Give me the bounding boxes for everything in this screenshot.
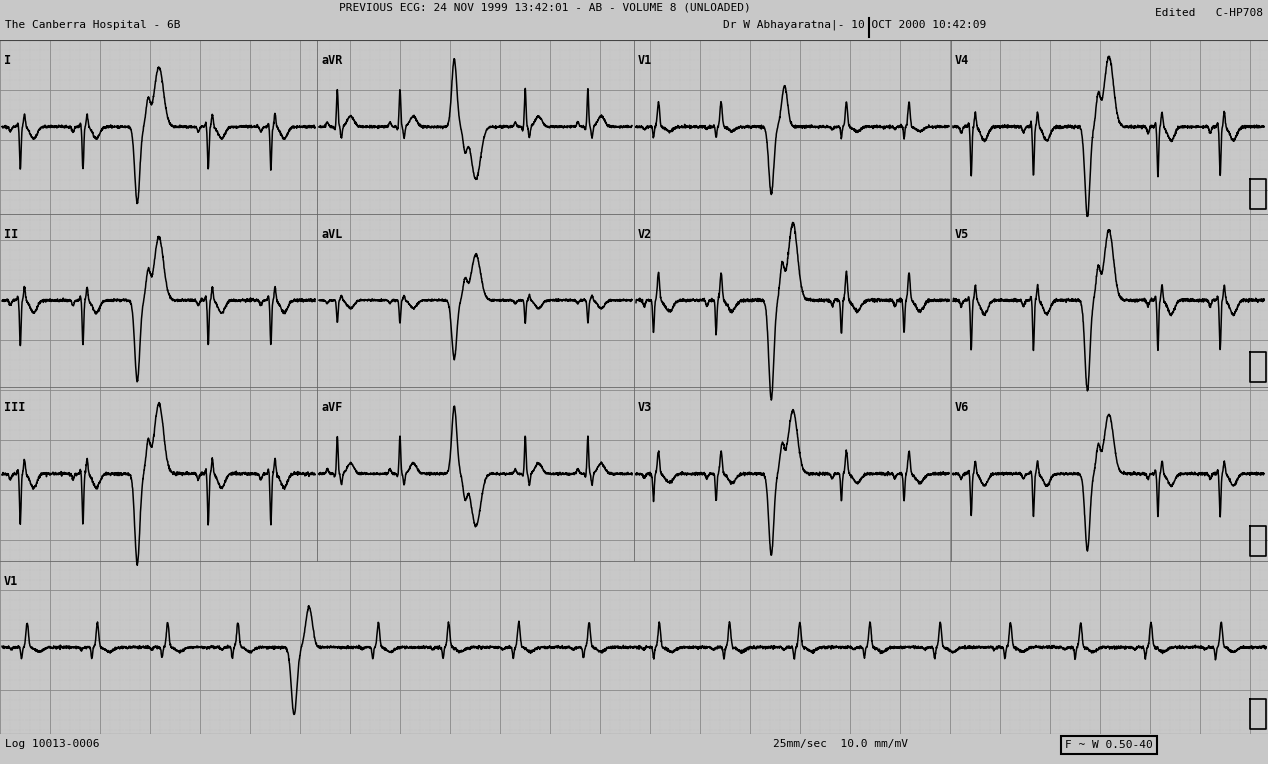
Text: I: I — [4, 54, 11, 67]
Text: III: III — [4, 401, 25, 414]
Text: The Canberra Hospital - 6B: The Canberra Hospital - 6B — [5, 20, 180, 30]
Text: 25mm/sec  10.0 mm/mV: 25mm/sec 10.0 mm/mV — [773, 739, 908, 749]
Text: aVL: aVL — [321, 228, 342, 241]
FancyBboxPatch shape — [0, 0, 1268, 40]
Text: Edited   C-HP708: Edited C-HP708 — [1155, 8, 1263, 18]
Text: PREVIOUS ECG: 24 NOV 1999 13:42:01 - AB - VOLUME 8 (UNLOADED): PREVIOUS ECG: 24 NOV 1999 13:42:01 - AB … — [340, 3, 751, 13]
Text: II: II — [4, 228, 18, 241]
Text: V3: V3 — [638, 401, 652, 414]
Text: aVF: aVF — [321, 401, 342, 414]
Text: Dr W Abhayaratna|- 10 OCT 2000 10:42:09: Dr W Abhayaratna|- 10 OCT 2000 10:42:09 — [723, 20, 987, 31]
FancyBboxPatch shape — [0, 734, 1268, 764]
Text: F ~ W 0.50-40: F ~ W 0.50-40 — [1065, 740, 1153, 750]
Text: V6: V6 — [955, 401, 969, 414]
Text: V5: V5 — [955, 228, 969, 241]
Text: V1: V1 — [638, 54, 652, 67]
Text: aVR: aVR — [321, 54, 342, 67]
Text: V4: V4 — [955, 54, 969, 67]
Text: V1: V1 — [4, 575, 18, 588]
Text: Log 10013-0006: Log 10013-0006 — [5, 739, 99, 749]
Text: V2: V2 — [638, 228, 652, 241]
